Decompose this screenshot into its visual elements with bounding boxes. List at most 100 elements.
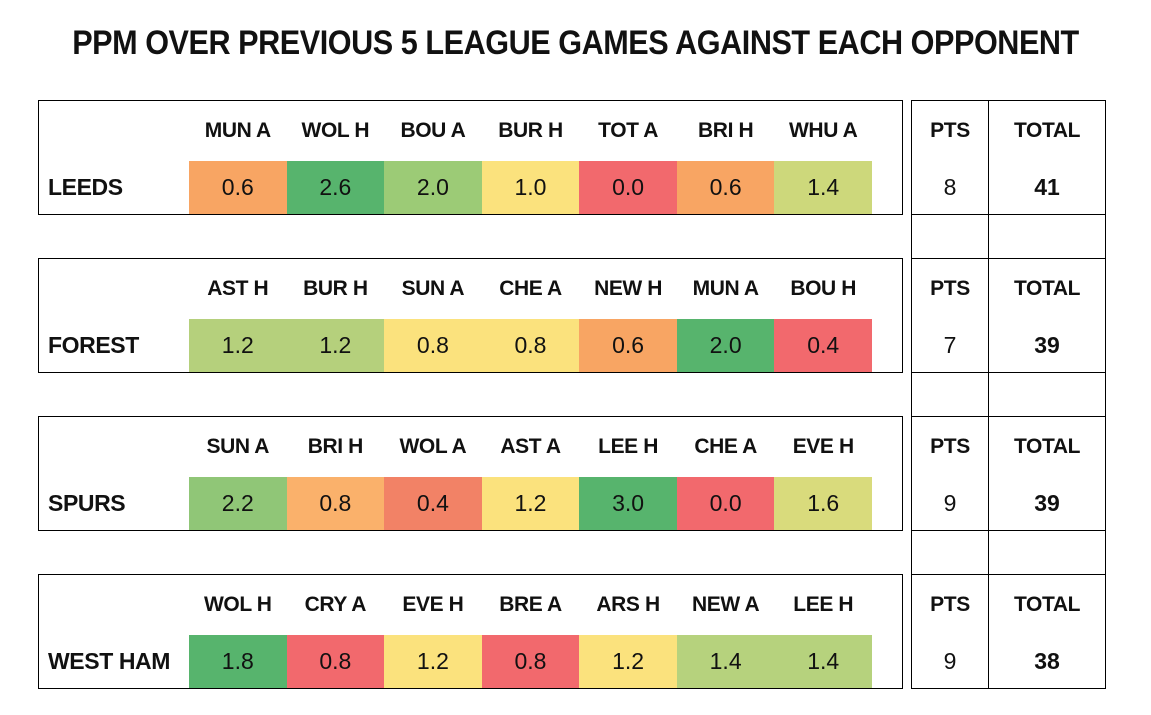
opponent-header: CRY A (304, 593, 367, 616)
pts-header: PTS (930, 593, 970, 616)
team-data-row: LEEDS 0.6 2.6 2.0 1.0 0.0 0.6 1.4 (39, 161, 902, 214)
opponent-header: BOU H (790, 277, 857, 300)
opponent-header: NEW H (594, 277, 663, 300)
opponent-header: LEE H (793, 593, 854, 616)
opponent-header: SUN A (401, 277, 465, 300)
opponent-header: WOL A (399, 435, 467, 458)
team-table: AST H BUR H SUN A CHE A NEW H MUN A BOU H FORES… (38, 258, 903, 373)
pts-column-cell: PTS 8 (911, 100, 989, 215)
pts-header: PTS (930, 435, 970, 458)
ppm-cell: 1.2 (579, 635, 677, 688)
ppm-cell: 2.6 (286, 161, 385, 214)
ppm-cell: 0.6 (189, 161, 287, 214)
opponent-header: BOU A (400, 119, 466, 142)
pts-header: PTS (930, 277, 970, 300)
pts-spacer-cell (911, 529, 989, 576)
pts-column-cell: PTS 7 (911, 258, 989, 373)
team-data-row: WEST HAM 1.8 0.8 1.2 0.8 1.2 1.4 1.4 (39, 635, 902, 688)
ppm-cell: 1.4 (774, 161, 872, 214)
opponent-header-row: WOL H CRY A EVE H BRE A ARS H NEW A LEE H (39, 575, 902, 635)
total-spacer-cell (989, 529, 1106, 576)
ppm-cell: 1.0 (481, 161, 580, 214)
opponent-header-row: AST H BUR H SUN A CHE A NEW H MUN A BOU H (39, 259, 902, 319)
opponent-header: WOL H (301, 119, 370, 142)
opponent-header: SUN A (206, 435, 270, 458)
pts-value: 7 (943, 332, 957, 358)
ppm-cell: 1.2 (189, 319, 287, 372)
pts-spacer-cell (911, 213, 989, 260)
team-data-row: SPURS 2.2 0.8 0.4 1.2 3.0 0.0 1.6 (39, 477, 902, 530)
ppm-cell: 2.0 (676, 319, 775, 372)
opponent-header: NEW A (692, 593, 760, 616)
ppm-cell: 0.6 (579, 319, 677, 372)
team-name: FOREST (48, 332, 139, 358)
total-header: TOTAL (1013, 277, 1081, 300)
opponent-header: BUR H (498, 119, 563, 142)
ppm-cell: 0.4 (384, 477, 482, 530)
ppm-cell: 2.2 (189, 477, 287, 530)
pts-header: PTS (930, 119, 970, 142)
ppm-cell: 0.6 (676, 161, 775, 214)
total-header: TOTAL (1013, 435, 1081, 458)
trailing-spacer (872, 161, 902, 214)
pts-column-cell: PTS 9 (911, 574, 989, 689)
opponent-header: TOT A (598, 119, 658, 142)
total-header: TOTAL (1013, 593, 1081, 616)
ppm-cell: 1.2 (481, 477, 580, 530)
page-title: PPM OVER PREVIOUS 5 LEAGUE GAMES AGAINST… (72, 24, 1079, 62)
team-table: SUN A BRI H WOL A AST A LEE H CHE A EVE H SPURS… (38, 416, 903, 531)
opponent-header: MUN A (204, 119, 271, 142)
opponent-header-row: SUN A BRI H WOL A AST A LEE H CHE A EVE H (39, 417, 902, 477)
opponent-header: BRI H (698, 119, 754, 142)
total-value: 41 (1034, 174, 1060, 200)
ppm-cell: 0.8 (286, 477, 385, 530)
team-name: WEST HAM (48, 648, 171, 674)
total-value: 38 (1034, 648, 1060, 674)
opponent-header: WOL H (203, 593, 272, 616)
trailing-spacer (872, 477, 902, 530)
total-column-cell: TOTAL 41 (989, 100, 1106, 215)
ppm-cell: 1.8 (189, 635, 287, 688)
opponent-header: ARS H (596, 593, 660, 616)
ppm-cell: 0.0 (579, 161, 677, 214)
opponent-header: WHU A (789, 119, 858, 142)
ppm-cell: 1.4 (676, 635, 775, 688)
total-column-cell: TOTAL 38 (989, 574, 1106, 689)
total-column-cell: TOTAL 39 (989, 416, 1106, 531)
opponent-header-row: MUN A WOL H BOU A BUR H TOT A BRI H WHU A (39, 101, 902, 161)
total-column-cell: TOTAL 39 (989, 258, 1106, 373)
pts-value: 8 (943, 174, 957, 200)
ppm-cell: 0.8 (286, 635, 385, 688)
opponent-header: BUR H (303, 277, 368, 300)
ppm-cell: 0.8 (481, 635, 580, 688)
opponent-header: AST A (500, 435, 561, 458)
ppm-cell: 3.0 (579, 477, 677, 530)
total-spacer-cell (989, 371, 1106, 418)
ppm-cell: 1.4 (774, 635, 872, 688)
opponent-header: AST H (207, 277, 269, 300)
pts-value: 9 (943, 648, 957, 674)
pts-spacer-cell (911, 371, 989, 418)
opponent-header: EVE H (792, 435, 854, 458)
total-spacer-cell (989, 213, 1106, 260)
team-table: MUN A WOL H BOU A BUR H TOT A BRI H WHU A LEEDS… (38, 100, 903, 215)
ppm-cell: 2.0 (384, 161, 482, 214)
team-table: WOL H CRY A EVE H BRE A ARS H NEW A LEE H WEST … (38, 574, 903, 689)
opponent-header: BRI H (307, 435, 364, 458)
ppm-cell: 1.2 (384, 635, 482, 688)
opponent-header: BRE A (499, 593, 562, 616)
ppm-cell: 0.8 (481, 319, 580, 372)
team-name: SPURS (48, 490, 126, 516)
team-data-row: FOREST 1.2 1.2 0.8 0.8 0.6 2.0 0.4 (39, 319, 902, 372)
opponent-header: CHE A (499, 277, 562, 300)
opponent-header: EVE H (402, 593, 464, 616)
opponent-header: MUN A (692, 277, 759, 300)
trailing-spacer (872, 319, 902, 372)
ppm-cell: 0.4 (774, 319, 872, 372)
team-name: LEEDS (48, 174, 123, 200)
pts-column-cell: PTS 9 (911, 416, 989, 531)
total-value: 39 (1034, 332, 1060, 358)
opponent-header: CHE A (694, 435, 757, 458)
total-value: 39 (1034, 490, 1060, 516)
